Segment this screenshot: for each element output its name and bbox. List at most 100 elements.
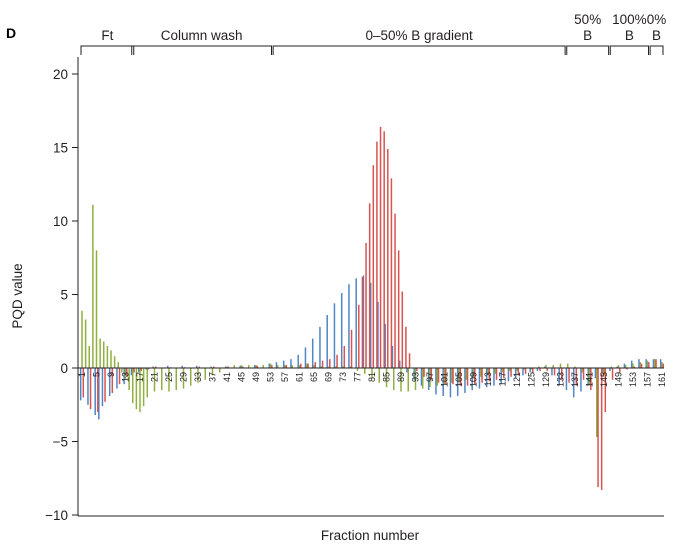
bar <box>522 368 524 376</box>
bar <box>103 341 105 368</box>
bar <box>574 366 576 368</box>
bar <box>271 365 273 368</box>
x-tick-label: 153 <box>628 372 638 387</box>
bar <box>413 368 415 380</box>
bar <box>124 368 127 380</box>
bar <box>546 368 549 371</box>
bar <box>558 368 560 386</box>
bar <box>197 368 199 383</box>
bar <box>269 363 272 368</box>
bar <box>581 368 583 373</box>
bar <box>471 368 473 391</box>
bar <box>551 368 553 376</box>
bar <box>474 368 476 385</box>
bar <box>130 368 133 376</box>
bar <box>495 368 498 380</box>
bar <box>368 203 371 368</box>
bar <box>79 368 82 401</box>
bar <box>633 366 636 368</box>
bar <box>227 366 230 368</box>
bar <box>538 366 540 368</box>
bar <box>326 315 328 368</box>
bar <box>510 368 512 377</box>
bar <box>452 368 454 385</box>
bar <box>340 293 343 368</box>
bar <box>517 368 520 376</box>
bar <box>530 368 533 370</box>
bar <box>630 360 633 368</box>
x-tick-label: 17 <box>135 372 145 382</box>
bar <box>654 359 656 368</box>
bar <box>609 368 611 371</box>
bar <box>307 363 309 368</box>
bar <box>139 368 141 413</box>
x-tick-label: 69 <box>324 372 334 382</box>
bar <box>597 368 599 488</box>
bar <box>507 368 510 382</box>
x-tick-label: 25 <box>164 372 174 382</box>
y-axis: −10 −5 0 5 10 15 20 <box>45 67 78 523</box>
bar <box>422 368 424 389</box>
bar <box>588 368 591 386</box>
bar <box>248 365 250 368</box>
x-tick-label: 41 <box>222 372 232 382</box>
bar <box>358 304 360 368</box>
bar <box>142 368 145 407</box>
region-bracket <box>131 45 272 55</box>
bar <box>372 165 375 368</box>
bar <box>610 366 612 368</box>
x-tick-label: 89 <box>396 372 406 382</box>
bar <box>369 282 372 368</box>
bar <box>82 368 85 398</box>
bar <box>655 359 657 368</box>
plot-frame <box>77 57 664 517</box>
x-tick-label: 57 <box>280 372 290 382</box>
bar <box>625 365 627 368</box>
bar <box>99 338 101 368</box>
bar <box>147 368 150 370</box>
bar <box>449 368 452 398</box>
bar <box>580 368 582 392</box>
bar <box>561 368 563 380</box>
bar <box>646 360 649 368</box>
region-label: 0% <box>647 12 667 27</box>
x-tick-label: 145 <box>599 372 609 387</box>
bar <box>385 368 388 388</box>
bar <box>110 350 112 368</box>
bar <box>198 366 201 368</box>
bar <box>84 319 87 368</box>
bar <box>640 363 643 368</box>
bar <box>361 276 364 368</box>
bar <box>190 368 192 386</box>
bar <box>327 366 330 368</box>
bar <box>394 213 396 368</box>
bar <box>427 368 430 391</box>
bar <box>379 126 382 368</box>
bar <box>297 354 299 368</box>
region-brackets: Ft Column wash 0–50% B gradient50%B100%B0%… <box>80 12 667 55</box>
bar <box>121 368 123 373</box>
bar <box>118 368 121 385</box>
bar <box>545 365 547 368</box>
x-tick-label: 53 <box>266 372 276 382</box>
x-tick-label: 45 <box>237 372 247 382</box>
bar <box>128 368 130 391</box>
x-tick-label: 101 <box>440 372 450 387</box>
bar <box>364 368 366 374</box>
bar <box>458 368 460 382</box>
x-tick-label: 5 <box>92 372 102 377</box>
bar <box>619 368 621 373</box>
bar <box>277 365 279 368</box>
bar <box>601 368 604 374</box>
bar <box>329 359 331 368</box>
x-tick-label: 137 <box>570 372 580 387</box>
bar <box>224 366 227 368</box>
bar <box>436 368 438 386</box>
bar <box>414 368 417 391</box>
bar <box>406 368 408 373</box>
bar <box>398 360 401 368</box>
bar <box>335 366 337 368</box>
bar <box>371 368 373 379</box>
bar-series <box>79 126 665 491</box>
bar <box>543 366 546 368</box>
